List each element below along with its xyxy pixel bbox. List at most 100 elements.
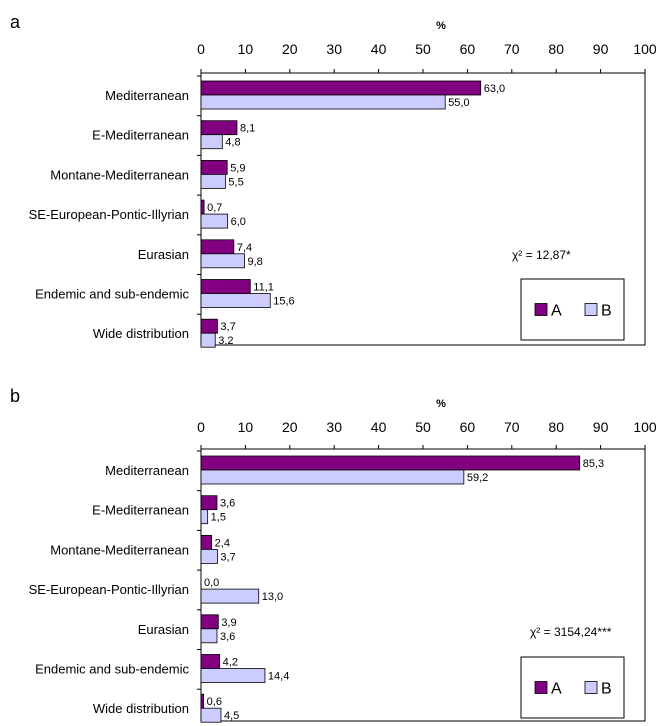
chart-a-data-label-A: 8,1	[240, 123, 255, 135]
chart-b-tick-label: 40	[371, 419, 387, 435]
chart-b-tick-label: 90	[593, 419, 609, 435]
chart-a-category-label: Montane-Mediterranean	[50, 167, 189, 182]
chart-b-tick-label: 80	[548, 419, 564, 435]
chart-b-data-label-A: 85,3	[583, 458, 604, 470]
chart-b-bar-B	[200, 668, 266, 683]
chart-a-data-label-B: 6,0	[231, 216, 246, 228]
chart-a-tick-label: 20	[282, 41, 298, 57]
chart-a-legend-swatch-B	[584, 303, 598, 316]
chart-a-category-label: E-Mediterranean	[92, 128, 189, 143]
chart-b-category-label: E-Mediterranean	[92, 503, 189, 518]
chart-b-bar-A	[200, 693, 205, 709]
chart-b-data-label-B: 13,0	[262, 591, 283, 603]
chart-b-data-label-B: 14,4	[268, 671, 289, 683]
chart-a-data-label-B: 5,5	[228, 176, 243, 188]
chart-b-category-label: Montane-Mediterranean	[50, 542, 189, 557]
chart-b-legend-label-B: B	[601, 681, 612, 698]
chart-a-category-label: Eurasian	[138, 247, 189, 262]
chart-b-data-label-A: 2,4	[215, 537, 230, 549]
chart-b-category-label: SE-European-Pontic-Illyrian	[29, 582, 189, 597]
chart-a-tick-label: 10	[238, 41, 254, 57]
chart-b-tick-label: 10	[238, 419, 254, 435]
chart-b-bar-B	[200, 549, 218, 564]
chart-a-chi-square-annotation: χ² = 12,87*	[512, 248, 571, 262]
chart-b-tick-label: 50	[415, 419, 431, 435]
chart-b-bar-A	[200, 535, 213, 550]
chart-b-bar-B	[200, 628, 218, 644]
chart-a-data-label-B: 15,6	[273, 296, 294, 308]
chart-b-tick-label: 20	[282, 419, 298, 435]
chart-a-tick-label: 0	[197, 41, 205, 57]
chart-a-bar-B	[200, 173, 226, 189]
panel-letter-a: a	[10, 12, 21, 32]
chart-a-tick-label: 80	[548, 41, 564, 57]
chart-a-bar-A	[200, 80, 482, 96]
chart-b-category-label: Endemic and sub-endemic	[35, 662, 189, 677]
chart-b-data-label-B: 4,5	[224, 710, 239, 722]
chart-a-category-label: Mediterranean	[105, 88, 189, 103]
chart-b-legend-swatch-B	[584, 681, 598, 694]
chart-b-bar-B	[200, 509, 209, 525]
chart-b-bar-A	[200, 654, 221, 669]
chart-b-tick-label: 70	[504, 419, 520, 435]
chart-a-data-label-B: 4,8	[225, 137, 240, 149]
chart-a-data-label-A: 3,7	[220, 321, 235, 333]
chart-b-data-label-B: 3,6	[220, 631, 235, 643]
chart-a-legend-swatch-A	[534, 303, 548, 316]
chart-a-data-label-A: 7,4	[237, 242, 252, 254]
chart-a-data-label-B: 9,8	[248, 256, 263, 268]
chart-a-category-label: Endemic and sub-endemic	[35, 287, 189, 302]
chart-a-category-label: Wide distribution	[93, 326, 189, 341]
chart-a-tick-label: 60	[460, 41, 476, 57]
chart-a-axis-label: %	[436, 20, 446, 32]
chart-b-legend-label-A: A	[551, 681, 562, 698]
chart-a-data-label-A: 5,9	[230, 162, 245, 174]
chart-a-data-label-A: 11,1	[253, 282, 274, 294]
chart-a-bar-A	[200, 279, 251, 294]
chart-b-bar-A	[200, 455, 581, 471]
chart-b-data-label-A: 0,0	[204, 577, 219, 589]
chart-b-data-label-A: 3,6	[220, 498, 235, 510]
chart-b-chi-square-annotation: χ² = 3154,24***	[530, 625, 612, 639]
chart-b-data-label-A: 0,6	[207, 696, 222, 708]
chart-b-tick-label: 0	[197, 419, 205, 435]
chart-b-category-label: Mediterranean	[105, 463, 189, 478]
chart-b-category-label: Eurasian	[138, 622, 189, 637]
chart-b-bar-A	[200, 495, 218, 511]
chart-a-data-label-B: 3,2	[218, 335, 233, 347]
chart-b-legend-box	[520, 656, 625, 719]
chart-a-tick-label: 70	[504, 41, 520, 57]
chart-a-bar-A	[200, 318, 218, 334]
chart-b-data-label-A: 3,9	[221, 617, 236, 629]
chart-b-data-label-B: 3,7	[220, 551, 235, 563]
chart-a-bar-A	[200, 120, 238, 136]
chart-b-data-label-B: 1,5	[211, 512, 226, 524]
chart-b-data-label-B: 59,2	[467, 472, 488, 484]
chart-a-data-label-B: 55,0	[448, 97, 469, 109]
chart-b-axis-label: %	[436, 398, 446, 410]
chart-a-category-label: SE-European-Pontic-Illyrian	[29, 207, 189, 222]
chart-b-bar-B	[200, 588, 260, 604]
chart-b-bar-A	[200, 614, 219, 630]
chart-a-bar-B	[200, 94, 446, 110]
chart-a-legend-label-A: A	[551, 303, 562, 320]
chart-b-tick-label: 60	[460, 419, 476, 435]
chart-b-data-label-A: 4,2	[223, 657, 238, 669]
chart-a-bar-B	[200, 332, 216, 348]
chart-a-bar-A	[200, 159, 228, 175]
chart-a-data-label-A: 0,7	[207, 202, 222, 214]
chart-a-bar-B	[200, 253, 245, 269]
chart-b-legend-swatch-A	[534, 681, 548, 694]
chart-a-bar-B	[200, 213, 229, 229]
chart-a-tick-label: 100	[633, 41, 656, 57]
chart-a-tick-label: 50	[415, 41, 431, 57]
chart-a-tick-label: 30	[326, 41, 342, 57]
chart-a-legend-label-B: B	[601, 303, 612, 320]
chart-b-tick-label: 100	[633, 419, 656, 435]
chart-b-tick-label: 30	[326, 419, 342, 435]
chart-a-tick-label: 40	[371, 41, 387, 57]
chart-a-bar-B	[200, 134, 223, 150]
chart-b-category-label: Wide distribution	[93, 701, 189, 716]
chart-a-data-label-A: 63,0	[484, 83, 505, 95]
